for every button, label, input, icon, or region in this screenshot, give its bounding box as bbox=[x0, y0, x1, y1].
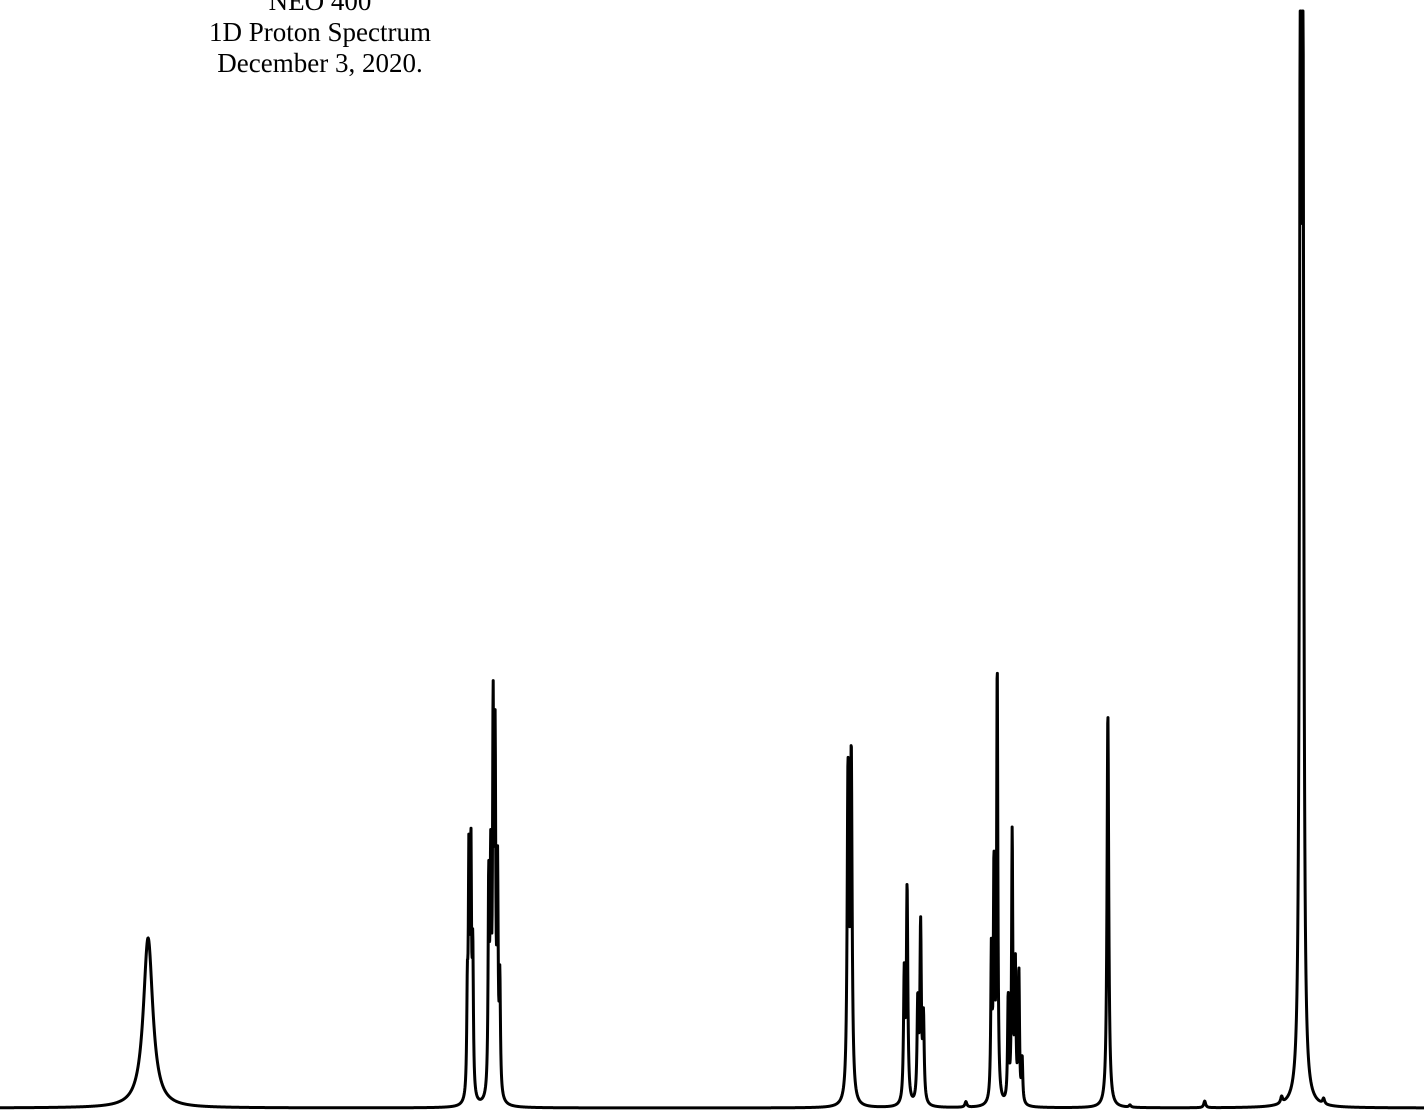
spectrum-trace bbox=[0, 9, 1424, 1110]
peak-28 bbox=[1106, 711, 1110, 715]
spectrum-header: NEO 400 1D Proton Spectrum December 3, 2… bbox=[100, 0, 540, 79]
instrument-name: NEO 400 bbox=[268, 0, 372, 16]
acquisition-date: December 3, 2020. bbox=[217, 48, 423, 78]
experiment-title: 1D Proton Spectrum bbox=[209, 17, 431, 47]
peak-group bbox=[146, 9, 1326, 1108]
